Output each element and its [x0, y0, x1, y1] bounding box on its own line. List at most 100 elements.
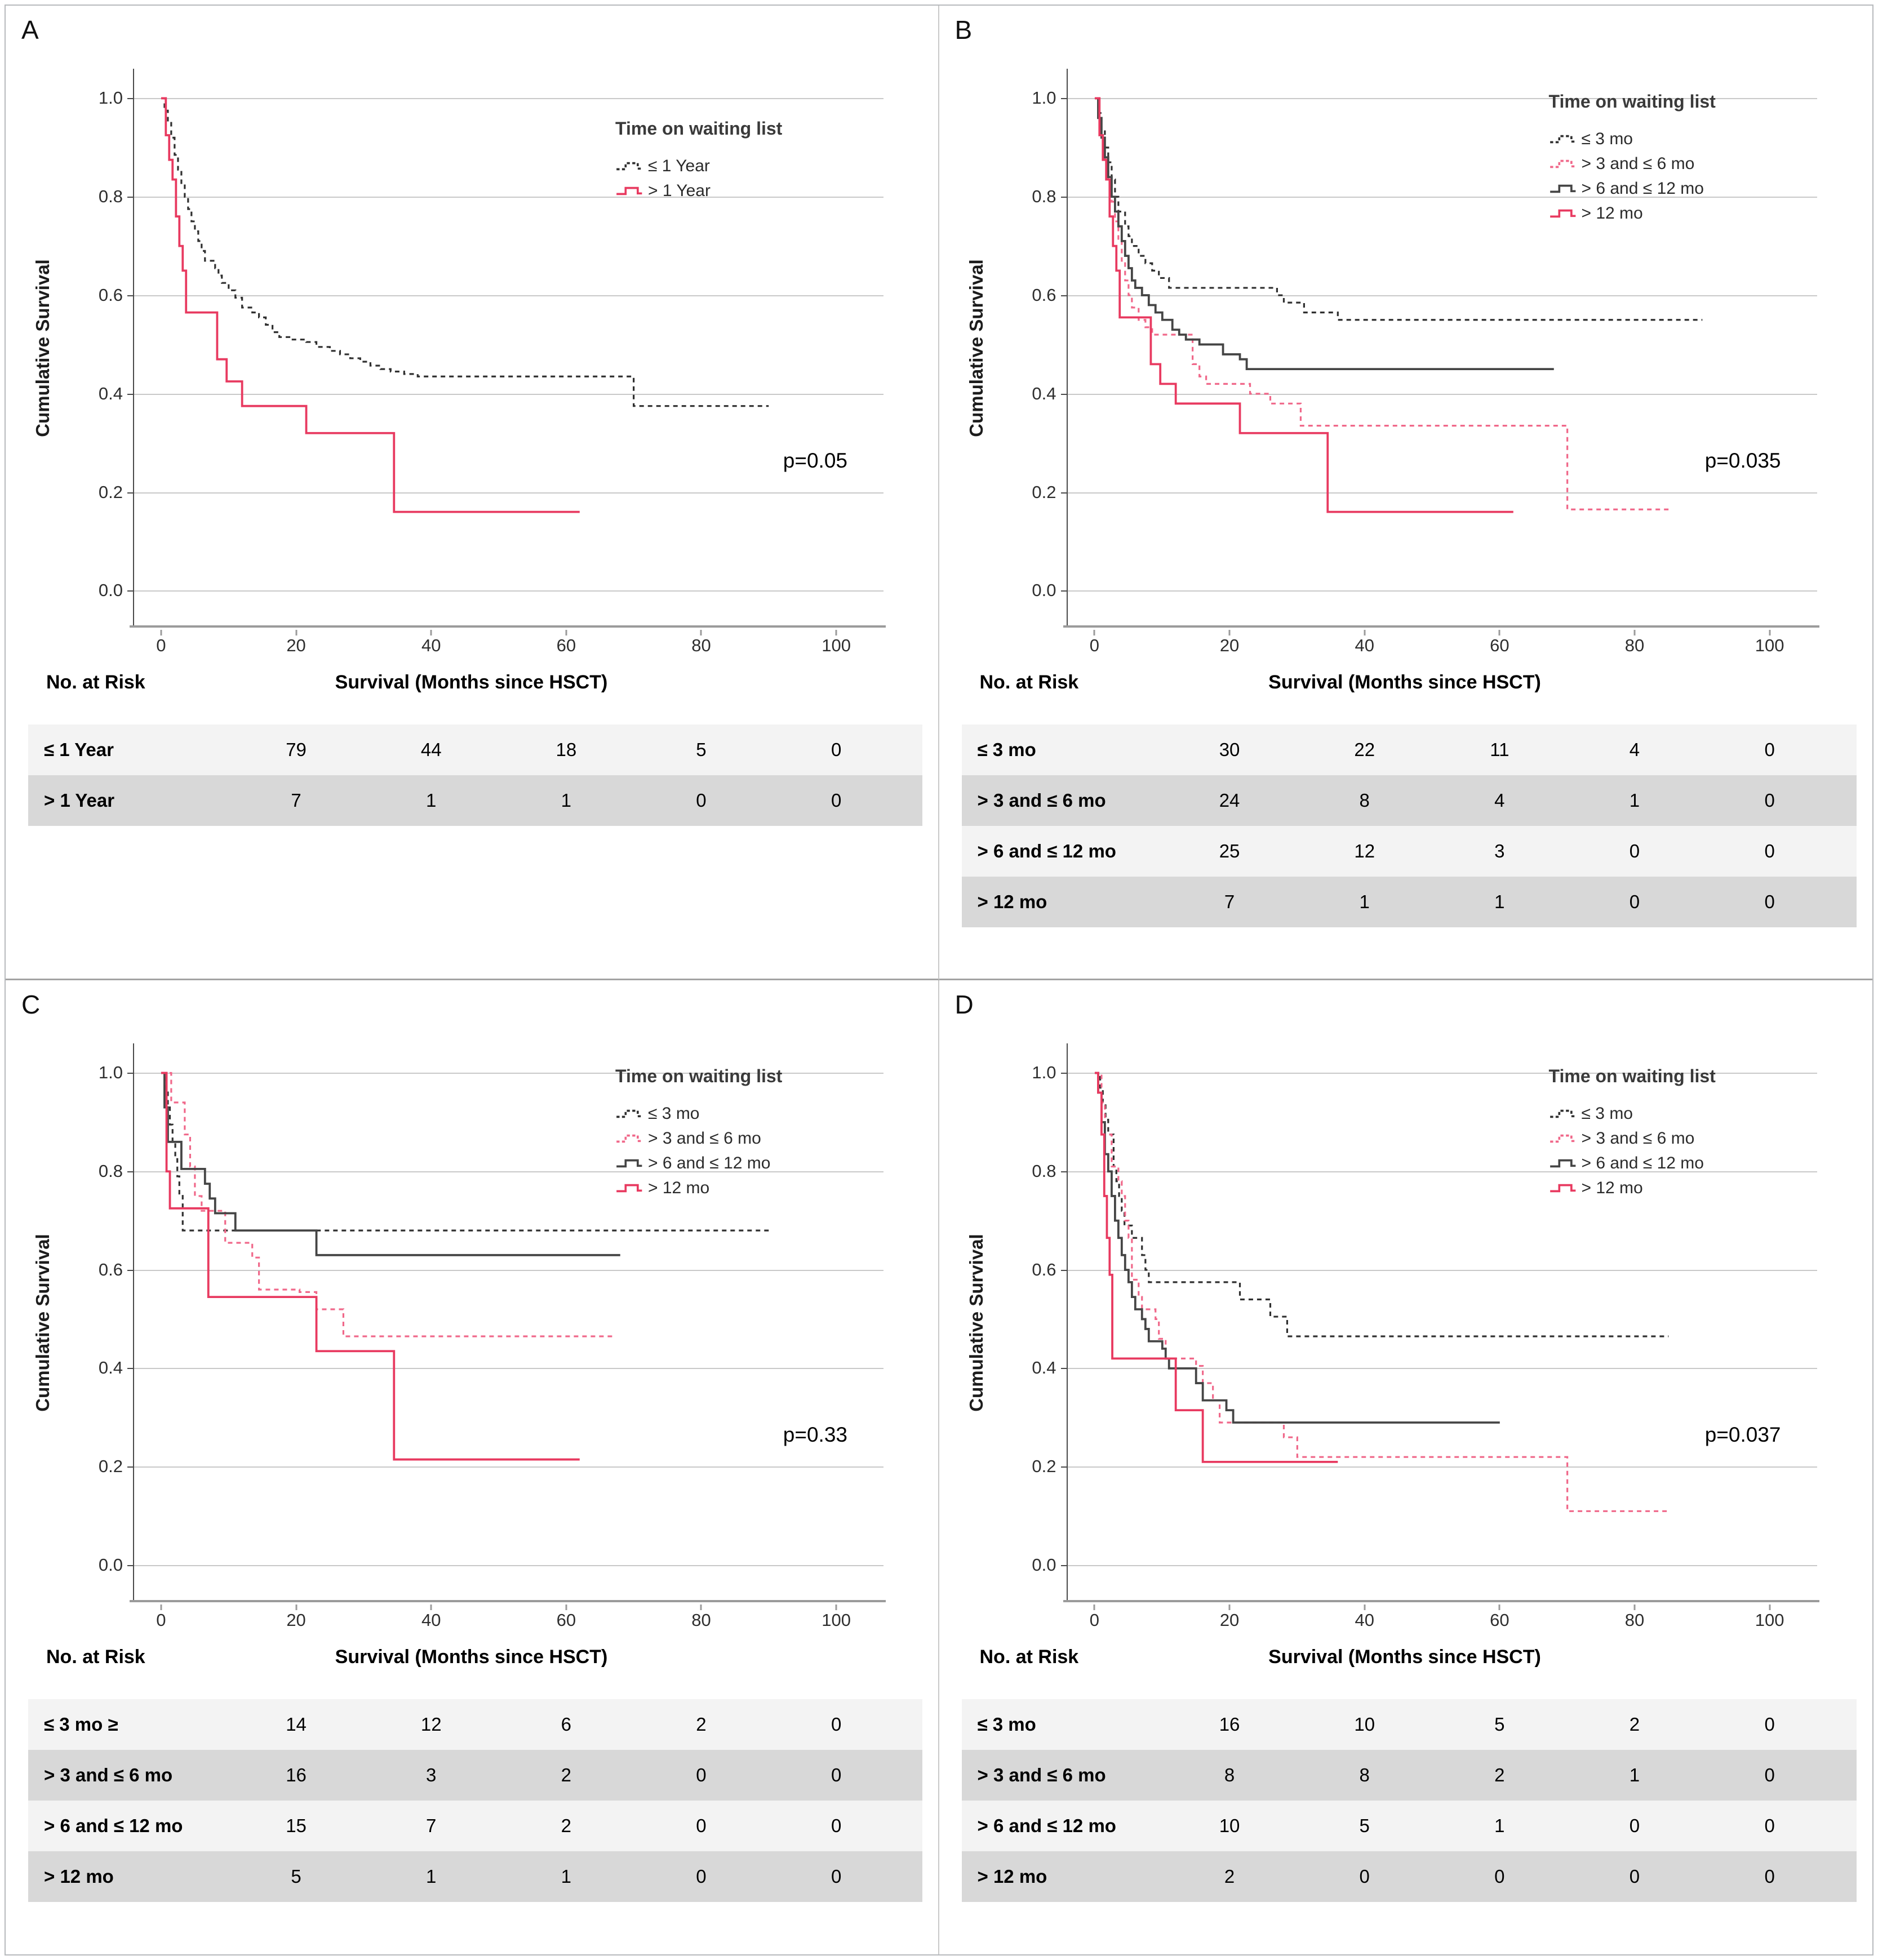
series-curve-> 6 and ≤ 12 mo — [1094, 98, 1553, 369]
legend-items: ≤ 1 Year > 1 Year — [615, 154, 880, 203]
x-tick-label: 80 — [1624, 1610, 1645, 1630]
risk-row-value: 0 — [1764, 739, 1775, 760]
risk-row-value: 0 — [696, 790, 707, 811]
risk-table-row: ≤ 3 mo 16 10 5 2 0 — [961, 1699, 1857, 1750]
legend-item: > 6 and ≤ 12 mo — [1549, 176, 1814, 201]
legend-item-label: ≤ 1 Year — [648, 157, 710, 175]
y-tick-label: 1.0 — [1032, 88, 1056, 108]
panel-label: B — [954, 15, 973, 45]
risk-table-header: No. at Risk Survival (Months since HSCT) — [28, 672, 922, 696]
risk-row-value: 79 — [286, 739, 307, 760]
y-axis-line — [1066, 69, 1068, 628]
risk-table-title: No. at Risk — [46, 672, 145, 693]
legend-line-swatch — [616, 186, 642, 195]
risk-row-value: 1 — [561, 1865, 572, 1887]
legend-item: ≤ 3 mo — [1549, 127, 1814, 152]
legend-items: ≤ 3 mo > 3 and ≤ 6 mo > 6 and ≤ 12 mo > 12 … — [1549, 127, 1814, 226]
risk-row-value: 0 — [831, 1713, 842, 1735]
x-tick-mark — [1498, 630, 1500, 635]
x-tick-label: 80 — [691, 635, 711, 655]
legend-title: Time on waiting list — [615, 1065, 783, 1086]
legend-item-label: > 12 mo — [1581, 204, 1643, 223]
x-tick-mark — [430, 1604, 432, 1610]
y-axis-line — [133, 1043, 134, 1602]
risk-table-title: No. at Risk — [979, 1646, 1079, 1668]
x-tick-mark — [835, 630, 837, 635]
risk-row-value: 2 — [696, 1713, 707, 1735]
gridline — [1067, 1368, 1817, 1370]
risk-table-row: ≤ 3 mo ≥ 14 12 6 2 0 — [28, 1699, 922, 1750]
x-axis-title: Survival (Months since HSCT) — [335, 672, 608, 693]
x-tick-mark — [430, 630, 432, 635]
legend-item: ≤ 3 mo — [1549, 1101, 1814, 1126]
y-tick-label: 0.0 — [98, 580, 123, 601]
panel-label: A — [21, 15, 39, 45]
x-tick-label: 80 — [1624, 635, 1645, 655]
risk-row-value: 0 — [1764, 790, 1775, 811]
y-tick-label: 0.2 — [1032, 482, 1056, 502]
legend-item: > 6 and ≤ 12 mo — [615, 1151, 880, 1176]
y-tick-mark — [127, 393, 133, 395]
survival-curves — [134, 69, 883, 628]
y-tick-label: 0.4 — [98, 1358, 123, 1378]
x-tick-label: 0 — [1089, 1610, 1100, 1630]
risk-row-value: 0 — [1629, 891, 1640, 912]
survival-curves — [1068, 69, 1817, 628]
risk-row-value: 2 — [1494, 1764, 1505, 1785]
y-tick-mark — [1060, 197, 1067, 198]
risk-row-value: 0 — [1629, 841, 1640, 861]
series-curve-≤ 1 Year — [161, 98, 769, 406]
risk-row-value: 5 — [291, 1865, 301, 1887]
y-tick-label: 0.8 — [1032, 1161, 1056, 1181]
x-axis-title: Survival (Months since HSCT) — [335, 1646, 608, 1668]
y-tick-label: 0.6 — [98, 1259, 123, 1279]
risk-row-value: 0 — [1764, 841, 1775, 861]
risk-row-value: 0 — [831, 1865, 842, 1887]
y-axis-title: Cumulative Survival — [965, 259, 987, 437]
risk-table-row: > 6 and ≤ 12 mo 15 7 2 0 0 — [28, 1800, 922, 1851]
y-tick-mark — [127, 492, 133, 494]
risk-table: ≤ 3 mo 30 22 11 4 0 > 3 and ≤ 6 mo 24 8 4 1 0 > 6 an… — [961, 725, 1857, 927]
gridline — [1067, 590, 1817, 592]
risk-row-value: 4 — [1629, 739, 1640, 760]
y-tick-mark — [127, 1466, 133, 1468]
y-tick-mark — [1060, 1072, 1067, 1074]
legend-item: > 1 Year — [615, 179, 880, 203]
x-tick-mark — [1364, 630, 1366, 635]
series-curve-> 12 mo — [1094, 1073, 1337, 1461]
legend-line-swatch — [1550, 1159, 1575, 1167]
risk-row-value: 7 — [1224, 891, 1235, 912]
y-tick-mark — [1060, 1269, 1067, 1271]
risk-row-value: 4 — [1494, 790, 1505, 811]
risk-table-header: No. at Risk Survival (Months since HSCT) — [28, 1646, 922, 1671]
panel-grid: A Cumulative Survival 1.0 0.8 0.6 0.4 0.2 0.0… — [6, 6, 1872, 1954]
y-tick-label: 0.4 — [1032, 383, 1056, 403]
legend-item-label: > 12 mo — [1581, 1178, 1643, 1197]
y-tick-mark — [1060, 1565, 1067, 1566]
series-curve-> 12 mo — [1094, 98, 1513, 512]
legend-item-label: > 12 mo — [648, 1178, 710, 1197]
y-axis-line — [1066, 1043, 1068, 1602]
legend: Time on waiting list ≤ 3 mo > 3 and ≤ 6 m… — [1549, 91, 1814, 226]
risk-row-label: > 12 mo — [977, 1865, 1047, 1887]
risk-row-value: 0 — [831, 790, 842, 811]
x-tick-mark — [1769, 1604, 1771, 1610]
gridline — [134, 197, 883, 198]
risk-row-label: ≤ 3 mo ≥ — [44, 1713, 118, 1735]
gridline — [1067, 1565, 1817, 1566]
risk-row-value: 7 — [426, 1815, 437, 1836]
gridline — [134, 492, 883, 494]
x-tick-label: 0 — [156, 635, 166, 655]
gridline — [1067, 1072, 1817, 1074]
x-tick-label: 100 — [822, 1610, 851, 1630]
p-value: p=0.035 — [1704, 448, 1781, 472]
legend-item-label: > 6 and ≤ 12 mo — [648, 1153, 771, 1172]
legend-item: ≤ 1 Year — [615, 154, 880, 179]
risk-row-value: 30 — [1219, 739, 1240, 760]
risk-row-label: ≤ 3 mo — [977, 739, 1036, 760]
y-tick-label: 0.4 — [98, 383, 123, 403]
risk-row-value: 0 — [696, 1865, 707, 1887]
x-tick-label: 20 — [1219, 1610, 1240, 1630]
risk-row-value: 1 — [1494, 891, 1505, 912]
y-tick-mark — [1060, 98, 1067, 100]
